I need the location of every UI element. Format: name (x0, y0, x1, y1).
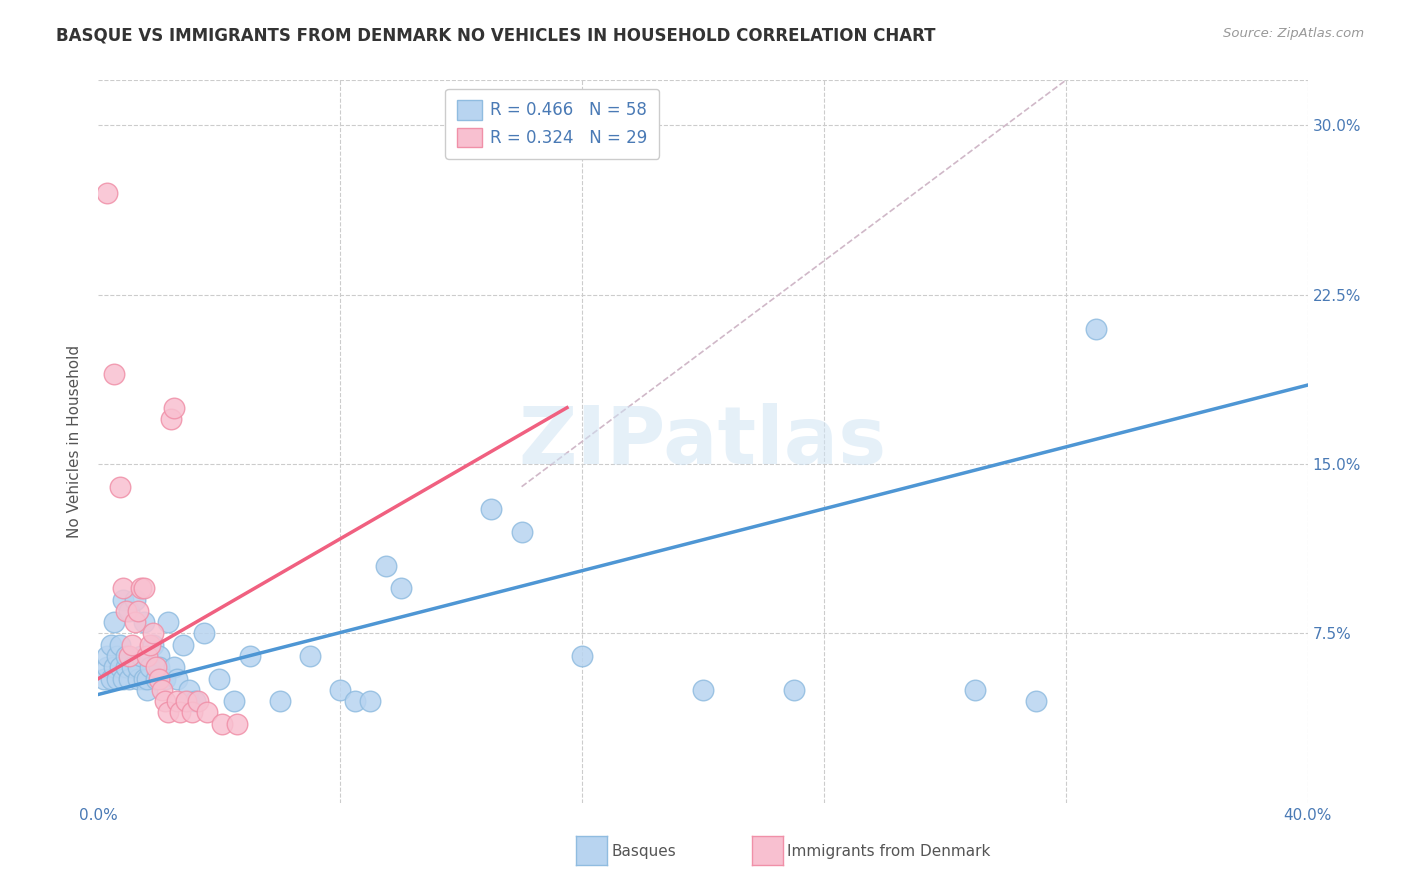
Point (179, 694, 201, 708)
Point (145, 660, 167, 674)
Point (108, 480, 131, 494)
Point (108, 638, 131, 652)
Point (111, 672, 134, 686)
Point (208, 672, 231, 686)
Point (108, 660, 131, 674)
Point (510, 524, 533, 539)
Point (360, 694, 382, 708)
Point (239, 648, 262, 663)
Point (139, 660, 162, 674)
Point (344, 694, 367, 708)
Point (96, 186, 118, 201)
Point (111, 592, 134, 607)
Point (103, 367, 125, 381)
Point (169, 706, 191, 720)
Point (166, 672, 188, 686)
Point (148, 648, 170, 663)
Point (153, 672, 176, 686)
Point (174, 694, 197, 708)
Point (121, 660, 143, 674)
Point (96, 660, 118, 674)
Text: Basques: Basques (612, 845, 676, 859)
Point (142, 638, 165, 652)
Point (145, 672, 167, 686)
Point (163, 401, 186, 415)
Point (93, 672, 115, 686)
Point (692, 682, 714, 697)
Point (135, 672, 157, 686)
Point (163, 660, 186, 674)
Point (127, 672, 149, 686)
Point (135, 648, 157, 663)
Point (179, 682, 201, 697)
Point (111, 582, 134, 596)
Point (1024, 694, 1046, 708)
Point (299, 648, 322, 663)
Point (481, 502, 503, 516)
Point (211, 716, 233, 731)
Text: Immigrants from Denmark: Immigrants from Denmark (787, 845, 991, 859)
Point (269, 694, 291, 708)
Point (156, 706, 179, 720)
Text: Source: ZipAtlas.com: Source: ZipAtlas.com (1223, 27, 1364, 40)
Point (135, 682, 157, 697)
Point (103, 660, 125, 674)
Point (132, 615, 155, 630)
Point (105, 672, 128, 686)
Point (329, 682, 352, 697)
Point (100, 638, 122, 652)
Point (153, 694, 176, 708)
Point (1085, 321, 1108, 335)
Point (132, 672, 155, 686)
Point (124, 592, 146, 607)
Text: ZIPatlas: ZIPatlas (519, 402, 887, 481)
Point (103, 615, 125, 630)
Point (184, 694, 207, 708)
Point (105, 648, 128, 663)
Point (571, 648, 593, 663)
Point (181, 706, 204, 720)
Point (148, 660, 170, 674)
Point (121, 638, 143, 652)
Point (374, 558, 396, 573)
Point (118, 648, 141, 663)
Point (224, 694, 246, 708)
Point (118, 672, 141, 686)
Point (142, 626, 165, 640)
Point (124, 615, 146, 630)
Text: BASQUE VS IMMIGRANTS FROM DENMARK NO VEHICLES IN HOUSEHOLD CORRELATION CHART: BASQUE VS IMMIGRANTS FROM DENMARK NO VEH… (56, 27, 936, 45)
Point (783, 682, 806, 697)
Point (193, 626, 215, 640)
Point (96, 648, 118, 663)
Point (389, 582, 412, 596)
Point (129, 648, 152, 663)
Point (150, 682, 173, 697)
Point (100, 672, 122, 686)
Point (114, 604, 136, 618)
Point (118, 604, 141, 618)
Point (148, 672, 170, 686)
Point (172, 638, 194, 652)
Point (160, 412, 183, 426)
Point (127, 660, 149, 674)
Point (195, 706, 218, 720)
Y-axis label: No Vehicles in Household: No Vehicles in Household (67, 345, 83, 538)
Point (132, 582, 155, 596)
Point (114, 648, 136, 663)
Point (187, 694, 209, 708)
Point (156, 615, 179, 630)
Point (226, 716, 249, 731)
Point (965, 682, 987, 697)
Point (114, 660, 136, 674)
Point (166, 694, 188, 708)
Point (139, 638, 162, 652)
Legend: R = 0.466   N = 58, R = 0.324   N = 29: R = 0.466 N = 58, R = 0.324 N = 29 (446, 88, 659, 159)
Point (129, 582, 152, 596)
Point (127, 604, 149, 618)
